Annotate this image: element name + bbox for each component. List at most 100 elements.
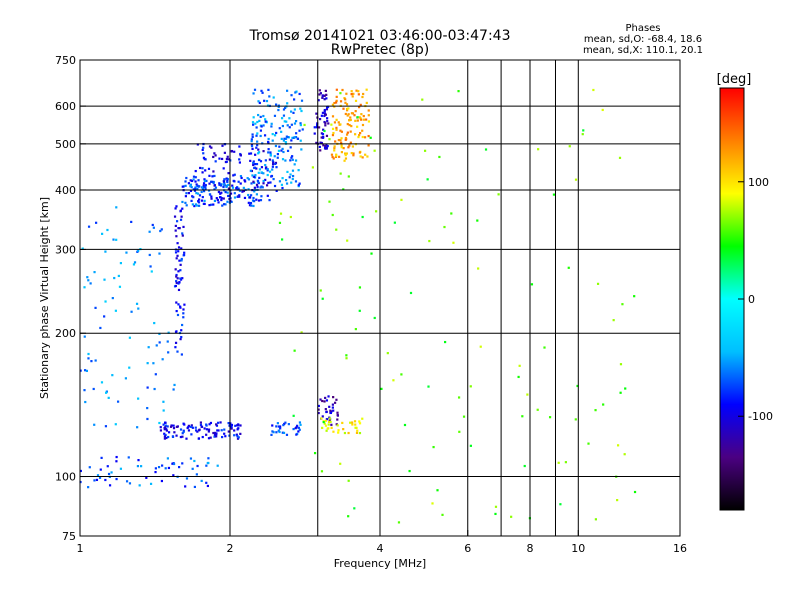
data-point xyxy=(323,110,326,113)
data-point xyxy=(211,175,214,178)
data-point xyxy=(313,132,316,135)
data-point xyxy=(150,270,153,273)
data-point xyxy=(127,456,130,459)
data-point xyxy=(136,465,140,468)
data-point xyxy=(252,175,255,178)
data-point xyxy=(98,476,102,479)
chart-subtitle: RwPretec (8p) xyxy=(331,42,429,58)
data-point xyxy=(291,177,294,181)
data-point xyxy=(341,421,344,425)
data-point xyxy=(354,426,357,429)
data-point xyxy=(479,345,482,348)
data-point xyxy=(84,400,87,404)
data-point xyxy=(321,415,324,418)
data-point xyxy=(137,307,140,310)
data-point xyxy=(200,190,203,194)
data-point xyxy=(272,177,275,181)
data-point xyxy=(165,428,168,431)
data-point xyxy=(350,124,353,128)
data-point xyxy=(192,175,196,178)
data-point xyxy=(175,235,178,238)
data-point xyxy=(247,201,250,204)
data-point xyxy=(288,126,291,129)
data-point xyxy=(125,480,129,483)
data-point xyxy=(224,435,227,438)
data-point xyxy=(291,158,294,161)
data-point xyxy=(85,369,89,373)
data-point xyxy=(190,424,193,427)
data-point xyxy=(172,474,175,477)
data-point xyxy=(262,172,265,175)
data-point xyxy=(343,159,346,162)
data-point xyxy=(178,305,182,308)
data-point xyxy=(386,352,389,355)
data-point xyxy=(252,92,255,95)
data-point xyxy=(154,470,157,474)
data-point xyxy=(367,144,370,147)
data-point xyxy=(256,120,259,124)
data-point xyxy=(543,346,546,349)
data-point xyxy=(271,168,274,171)
data-point xyxy=(267,137,270,141)
data-point xyxy=(246,177,249,180)
data-point xyxy=(469,385,472,388)
data-point xyxy=(574,178,578,181)
data-point xyxy=(340,137,343,140)
data-point xyxy=(220,197,223,200)
data-point xyxy=(623,453,626,456)
data-point xyxy=(269,154,272,157)
data-point xyxy=(257,100,260,103)
data-point xyxy=(313,126,316,129)
data-point xyxy=(174,207,177,210)
data-point xyxy=(133,261,137,264)
data-point xyxy=(279,427,282,430)
data-point xyxy=(221,157,224,161)
data-point xyxy=(336,414,339,417)
data-point xyxy=(324,419,327,422)
data-point xyxy=(256,132,259,135)
data-point xyxy=(170,424,173,427)
data-point xyxy=(166,425,169,428)
data-point xyxy=(255,183,259,186)
data-point xyxy=(358,422,362,425)
x-tick-label: 2 xyxy=(227,542,234,555)
data-point xyxy=(83,335,86,338)
data-point xyxy=(624,387,627,390)
data-point xyxy=(293,108,296,111)
data-point xyxy=(167,431,171,434)
data-point xyxy=(331,133,335,137)
data-point xyxy=(104,250,107,253)
data-point xyxy=(298,421,302,424)
data-point xyxy=(162,400,165,403)
data-point xyxy=(325,108,329,111)
data-point xyxy=(172,424,175,427)
data-point xyxy=(250,145,254,148)
data-point xyxy=(249,152,253,155)
data-point xyxy=(89,282,92,285)
data-point xyxy=(107,396,110,399)
data-point xyxy=(160,228,163,231)
data-point xyxy=(612,319,615,322)
data-point xyxy=(327,122,330,125)
data-point xyxy=(256,140,259,143)
data-point xyxy=(175,275,178,278)
data-point xyxy=(268,199,271,202)
data-point xyxy=(319,149,322,152)
data-point xyxy=(99,468,102,471)
data-point xyxy=(230,423,234,427)
data-point xyxy=(216,198,219,202)
data-point xyxy=(189,179,192,182)
data-point xyxy=(240,176,243,180)
chart-title: Tromsø 20141021 03:46:00-03:47:43 xyxy=(249,28,511,44)
data-point xyxy=(361,123,365,127)
data-point xyxy=(380,387,383,390)
data-point xyxy=(104,425,108,428)
data-point xyxy=(361,135,364,139)
data-point xyxy=(335,228,338,231)
data-point xyxy=(258,168,262,171)
data-point xyxy=(128,366,131,369)
data-point xyxy=(248,196,252,199)
data-point xyxy=(276,156,279,159)
data-point xyxy=(222,197,225,200)
data-point xyxy=(252,163,255,167)
